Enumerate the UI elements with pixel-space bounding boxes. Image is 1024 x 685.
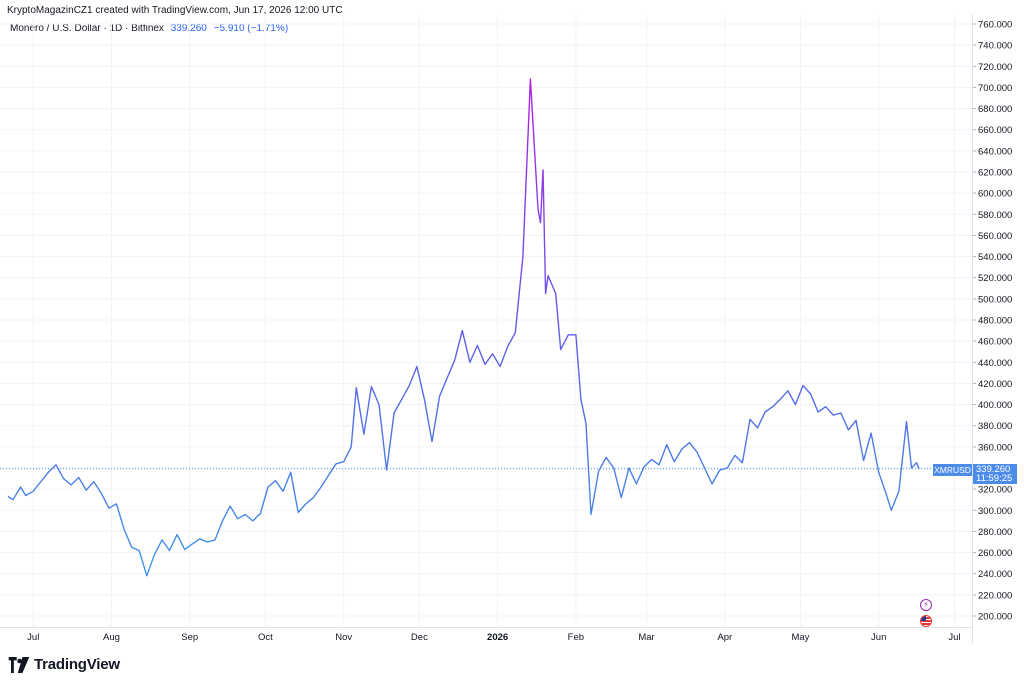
price-axis-border (972, 14, 973, 644)
y-tick-label: 660.000 (978, 125, 1012, 136)
y-tick-label: 300.000 (978, 506, 1012, 517)
x-axis[interactable]: Jul Aug Sep Oct Nov Dec 2026 Feb Mar Apr May Jun Jul (27, 632, 960, 643)
y-tick-label: 440.000 (978, 358, 1012, 369)
x-tick-label: Jul (948, 632, 960, 643)
y-tick-label: 720.000 (978, 62, 1012, 73)
time-axis-border (0, 627, 972, 628)
y-tick-label: 540.000 (978, 252, 1012, 263)
x-tick-label: Mar (638, 632, 654, 643)
y-tick-label: 640.000 (978, 146, 1012, 157)
y-tick-label: 700.000 (978, 83, 1012, 94)
last-price-ticker: XMRUSD (933, 464, 972, 476)
y-tick-label: 740.000 (978, 41, 1012, 52)
y-tick-label: 520.000 (978, 273, 1012, 284)
x-tick-label: Aug (103, 632, 120, 643)
y-tick-label: 560.000 (978, 231, 1012, 242)
y-tick-label: 580.000 (978, 210, 1012, 221)
legend-change: −5.910 (−1.71%) (213, 23, 289, 34)
x-tick-label: Oct (258, 632, 273, 643)
y-tick-label: 500.000 (978, 294, 1012, 305)
legend-price: 339.260 (170, 23, 207, 34)
y-tick-label: 360.000 (978, 442, 1012, 453)
symbol-legend[interactable]: Monero / U.S. Dollar · 1D · Bitfinex 339… (10, 23, 288, 34)
y-tick-label: 620.000 (978, 168, 1012, 179)
chart-grid (0, 14, 972, 627)
symbol-description: Monero / U.S. Dollar · 1D · Bitfinex (10, 23, 164, 34)
bolt-icon[interactable]: ⚡ (920, 599, 932, 611)
x-tick-label: Jun (871, 632, 886, 643)
y-axis[interactable]: 200.000 220.000 240.000 260.000 280.000 300.0… (972, 20, 1012, 623)
created-caption: KryptoMagazinCZ1 created with TradingVie… (7, 5, 343, 16)
series-line-xmrusd[interactable] (7, 78, 920, 577)
x-tick-label: 2026 (487, 632, 508, 643)
y-tick-label: 760.000 (978, 20, 1012, 31)
x-tick-label: Jul (27, 632, 39, 643)
y-tick-label: 200.000 (978, 612, 1012, 623)
y-tick-label: 400.000 (978, 400, 1012, 411)
tradingview-logo-icon (8, 656, 30, 673)
y-tick-label: 260.000 (978, 548, 1012, 559)
price-chart[interactable]: 200.000 220.000 240.000 260.000 280.000 300.0… (0, 0, 1024, 648)
y-tick-label: 460.000 (978, 337, 1012, 348)
us-flag-icon[interactable] (920, 615, 932, 627)
x-tick-label: Sep (181, 632, 198, 643)
y-tick-label: 220.000 (978, 590, 1012, 601)
x-tick-label: Apr (717, 632, 732, 643)
x-tick-label: Nov (335, 632, 352, 643)
x-tick-label: Feb (568, 632, 584, 643)
tradingview-brand: TradingView (34, 656, 120, 673)
y-tick-label: 420.000 (978, 379, 1012, 390)
last-price-tag: XMRUSD 339.260 11:59:25 (933, 464, 1017, 484)
tradingview-footer[interactable]: TradingView (8, 656, 120, 673)
y-tick-label: 600.000 (978, 189, 1012, 200)
y-tick-label: 240.000 (978, 569, 1012, 580)
y-tick-label: 280.000 (978, 527, 1012, 538)
bar-countdown: 11:59:25 (973, 474, 1017, 484)
y-tick-label: 480.000 (978, 316, 1012, 327)
y-tick-label: 380.000 (978, 421, 1012, 432)
last-price-value: 339.260 (973, 464, 1017, 475)
x-tick-label: Dec (411, 632, 428, 643)
y-tick-label: 320.000 (978, 485, 1012, 496)
x-tick-label: May (791, 632, 809, 643)
y-tick-label: 680.000 (978, 104, 1012, 115)
